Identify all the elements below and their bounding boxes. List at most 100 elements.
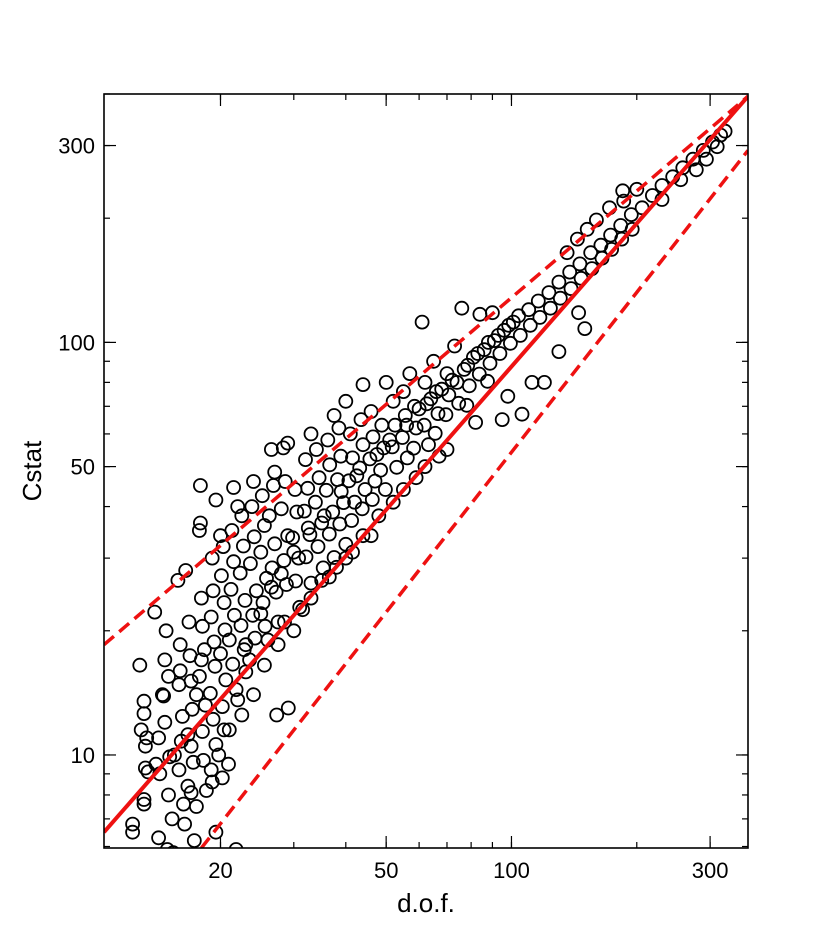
data-point	[298, 549, 314, 565]
data-point	[373, 462, 389, 478]
data-point	[604, 241, 619, 257]
data-point	[267, 464, 283, 480]
data-point	[303, 590, 319, 606]
data-point	[156, 688, 172, 704]
data-point	[237, 593, 253, 608]
data-point	[171, 762, 187, 778]
y-tick-label: 300	[58, 134, 95, 159]
data-point	[355, 377, 371, 393]
data-point	[192, 478, 208, 493]
data-point	[221, 722, 237, 738]
data-point	[482, 355, 498, 371]
data-point	[384, 439, 400, 455]
data-point	[211, 747, 227, 763]
best-fit-line	[104, 94, 748, 834]
data-point	[709, 139, 725, 155]
data-point	[136, 706, 152, 721]
data-point	[280, 435, 296, 451]
data-point	[411, 401, 427, 417]
data-point	[326, 408, 342, 423]
data-point	[273, 566, 289, 582]
data-point	[688, 162, 704, 178]
data-point	[326, 550, 342, 565]
data-point	[208, 492, 224, 508]
data-point	[147, 604, 163, 620]
x-axis-label: d.o.f.	[397, 888, 455, 918]
data-point	[263, 442, 279, 457]
data-point	[136, 792, 152, 807]
data-points	[125, 123, 733, 848]
data-point	[468, 414, 484, 430]
confidence-bound-line	[104, 94, 748, 647]
data-point	[246, 529, 262, 545]
data-point	[270, 614, 286, 630]
data-point	[471, 366, 487, 382]
data-point	[137, 738, 153, 754]
data-point	[208, 824, 224, 840]
data-point	[213, 646, 228, 662]
data-point	[238, 637, 254, 653]
data-point	[154, 687, 170, 703]
data-point	[188, 687, 204, 703]
data-point	[476, 342, 492, 358]
data-point	[247, 630, 263, 646]
data-point	[321, 526, 337, 542]
data-point	[186, 833, 202, 848]
data-point	[377, 482, 393, 497]
data-point	[254, 488, 270, 504]
data-point	[365, 429, 381, 445]
data-point	[194, 724, 210, 739]
data-point	[174, 709, 190, 724]
data-point	[292, 599, 308, 615]
data-point	[399, 450, 415, 466]
data-point	[203, 762, 219, 778]
data-point	[226, 607, 242, 623]
data-point	[699, 151, 714, 167]
data-point	[521, 302, 537, 318]
data-point	[132, 657, 148, 673]
data-point	[234, 508, 250, 524]
data-point	[427, 425, 443, 441]
data-point	[253, 606, 269, 622]
data-point	[206, 634, 222, 650]
data-point	[325, 504, 341, 520]
data-point	[438, 407, 454, 423]
data-point	[414, 314, 430, 330]
data-point	[616, 193, 632, 209]
data-point	[183, 738, 199, 754]
data-point	[426, 353, 442, 369]
data-point	[232, 565, 248, 581]
data-point	[695, 142, 711, 158]
data-point	[577, 321, 593, 337]
data-point	[459, 397, 475, 413]
data-point	[233, 618, 249, 633]
data-point	[408, 470, 424, 486]
data-point	[385, 494, 401, 510]
fit-lines	[104, 94, 748, 848]
data-point	[329, 559, 344, 575]
data-point	[139, 730, 155, 746]
data-point	[500, 388, 516, 404]
data-point	[408, 420, 424, 436]
data-point	[434, 381, 450, 397]
data-point	[288, 573, 304, 589]
data-point	[137, 760, 153, 776]
data-point	[193, 590, 209, 606]
data-point	[430, 406, 446, 422]
data-point	[202, 686, 218, 701]
y-tick-label: 50	[71, 455, 95, 480]
confidence-bound-line	[200, 149, 748, 848]
data-point	[406, 440, 422, 456]
data-point	[300, 520, 316, 536]
data-point	[280, 700, 296, 716]
data-point	[151, 730, 167, 746]
data-point	[559, 245, 575, 261]
data-point	[333, 448, 349, 464]
data-point	[181, 614, 197, 630]
data-point	[273, 501, 289, 517]
data-point	[552, 290, 568, 306]
data-point	[338, 393, 354, 409]
data-point	[157, 714, 173, 730]
data-point	[205, 711, 221, 727]
